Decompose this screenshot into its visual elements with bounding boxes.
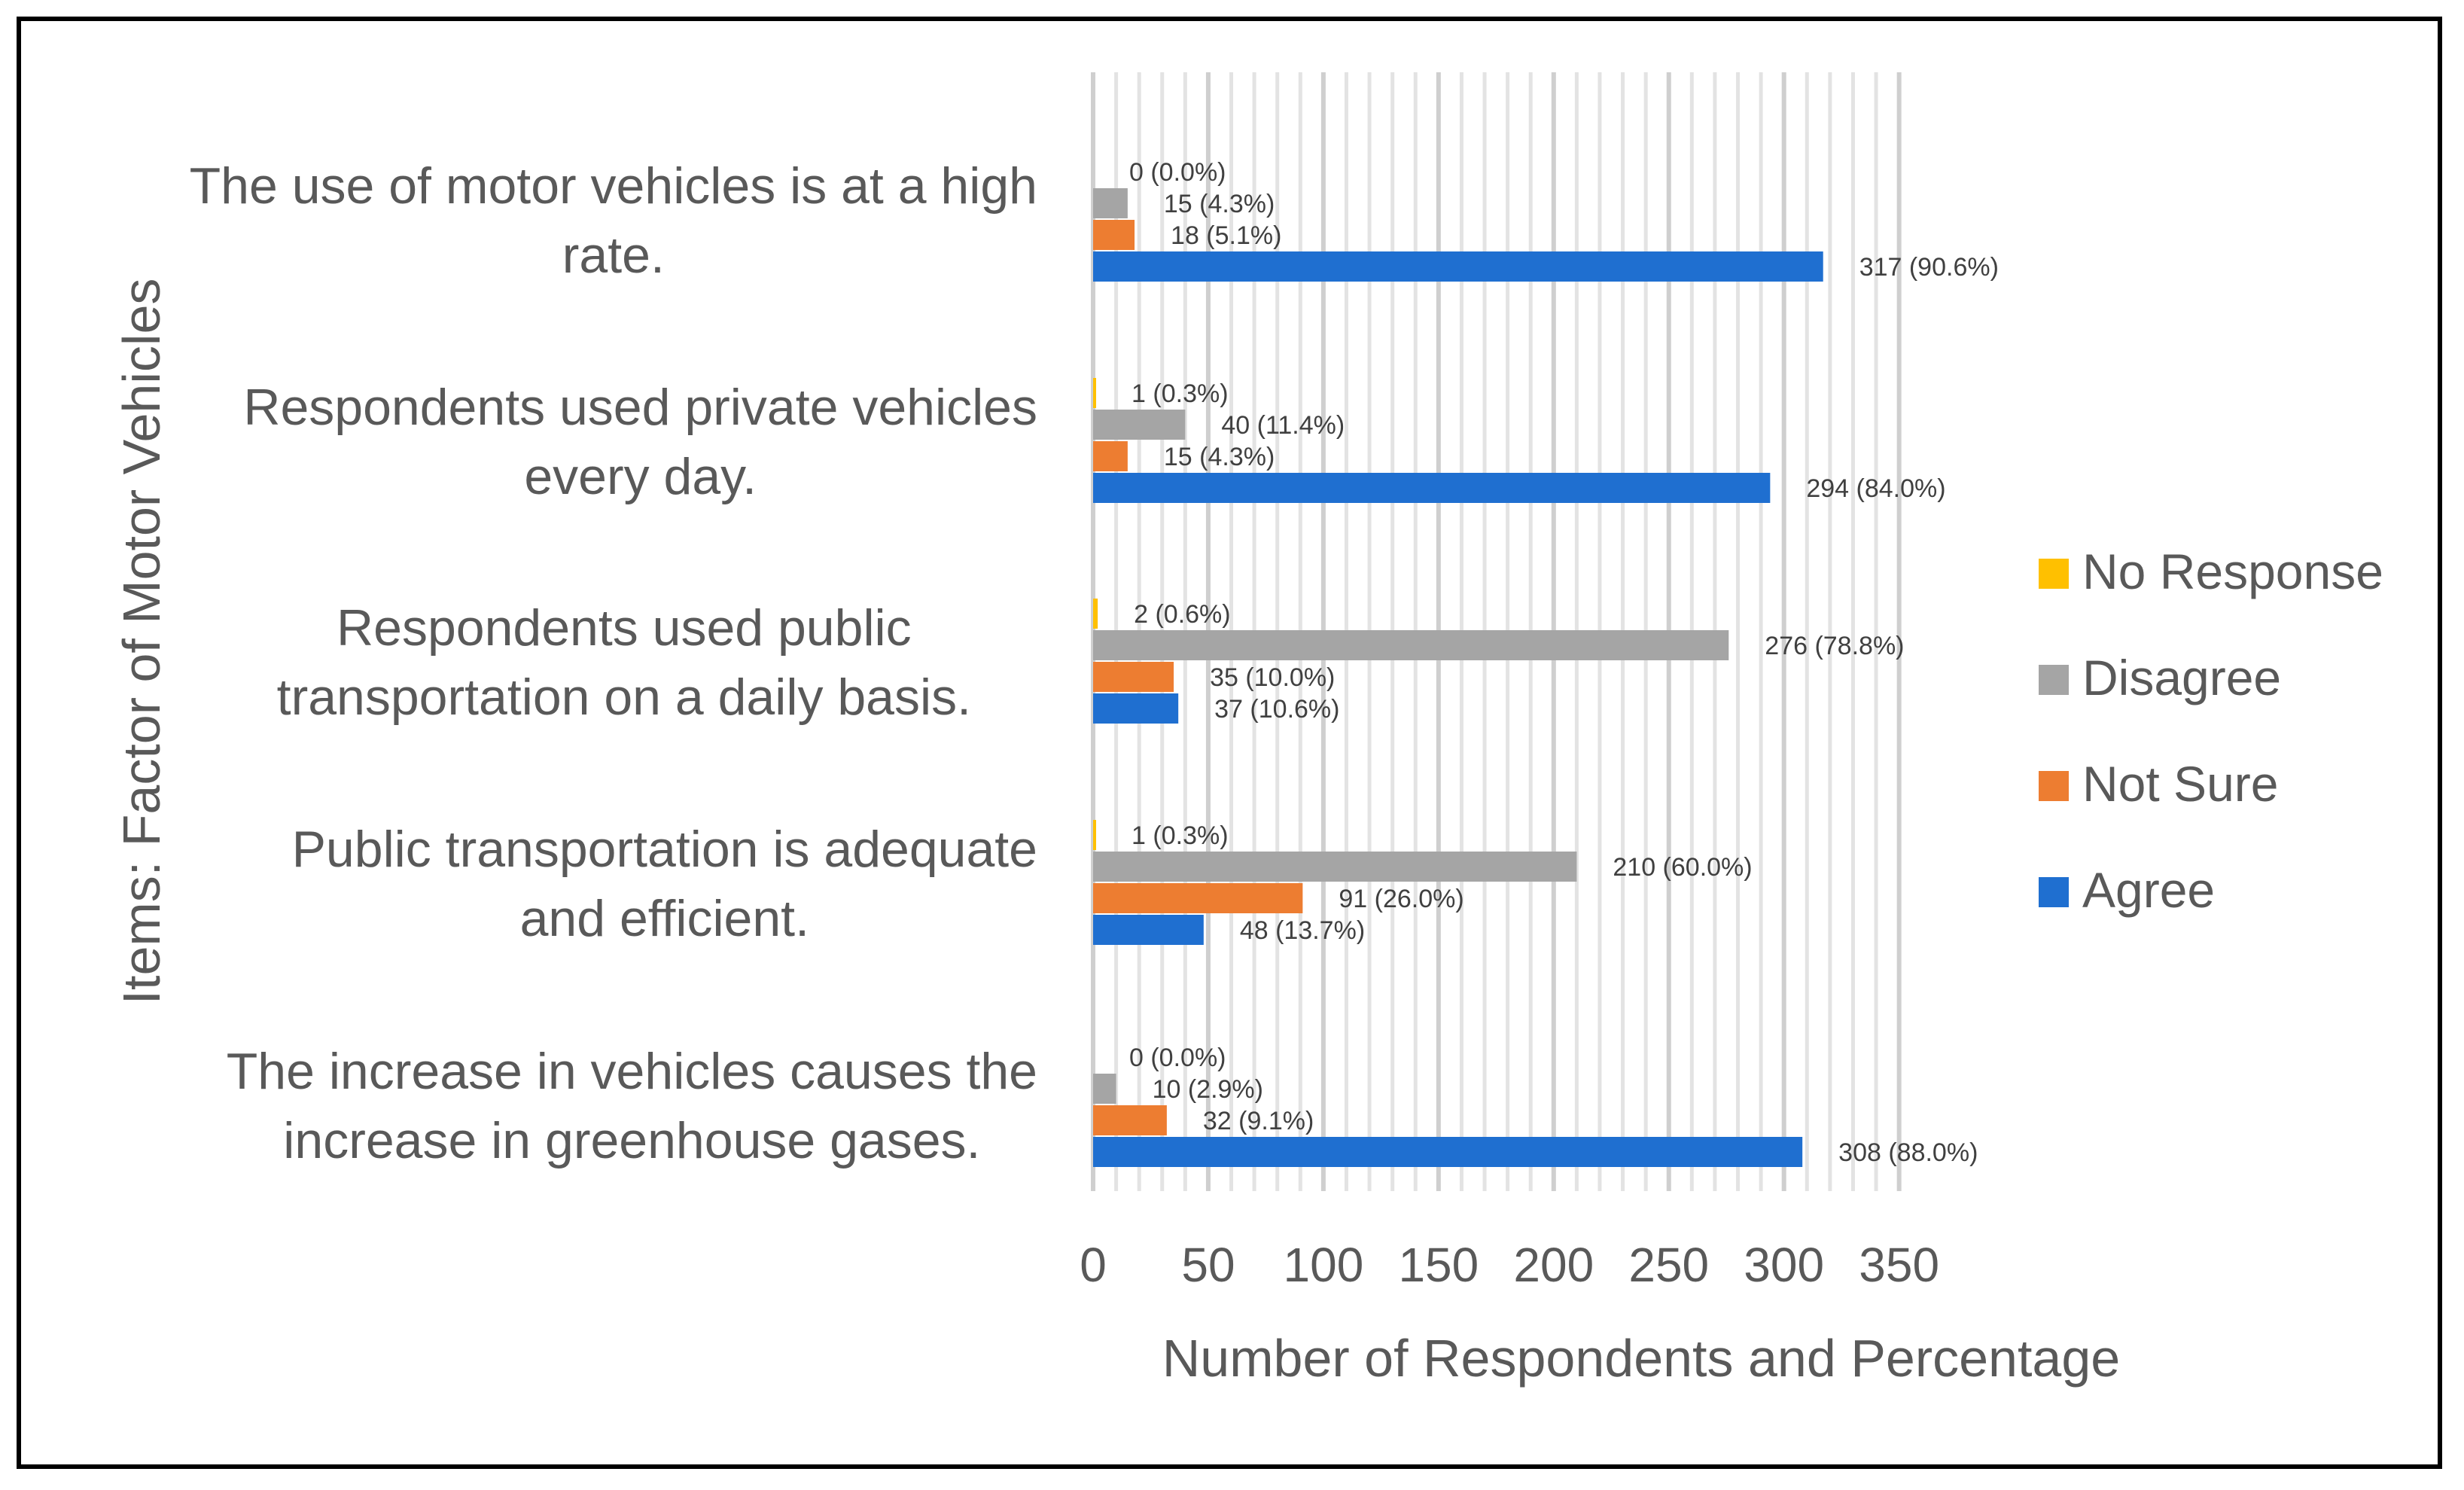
- bar-not-sure-4: [1093, 883, 1303, 913]
- legend-label-disagree: Disagree: [2082, 650, 2281, 705]
- category-label-line: The increase in vehicles causes the: [227, 1043, 1037, 1100]
- data-label: 1 (0.3%): [1131, 379, 1229, 408]
- legend-swatch-agree: [2039, 877, 2069, 907]
- data-label: 15 (4.3%): [1164, 443, 1275, 471]
- category-label-4: Public transportation is adequate and eff…: [292, 821, 1037, 947]
- bar-not-sure-5: [1093, 1105, 1167, 1135]
- category-label-3: Respondents used public transportation on…: [277, 599, 971, 726]
- legend-label-not-sure: Not Sure: [2082, 756, 2278, 812]
- x-tick-label: 200: [1513, 1238, 1594, 1292]
- bar-not-sure-3: [1093, 662, 1174, 692]
- legend-swatch-disagree: [2039, 665, 2069, 695]
- x-tick-label: 150: [1398, 1238, 1479, 1292]
- bar-agree-2: [1093, 473, 1771, 503]
- bar-not-sure-1: [1093, 220, 1135, 250]
- bar-not-sure-2: [1093, 441, 1128, 471]
- data-label: 48 (13.7%): [1240, 916, 1365, 945]
- data-label: 0 (0.0%): [1129, 158, 1226, 187]
- x-tick-label: 100: [1284, 1238, 1364, 1292]
- data-label: 40 (11.4%): [1221, 411, 1345, 440]
- data-label: 294 (84.0%): [1806, 474, 1945, 503]
- category-label-line: rate.: [562, 227, 665, 284]
- data-label: 317 (90.6%): [1859, 253, 1999, 282]
- category-label-5: The increase in vehicles causes the incre…: [227, 1043, 1037, 1169]
- x-axis-title: Number of Respondents and Percentage: [1162, 1329, 2120, 1388]
- bars: [1093, 188, 1823, 1167]
- bar-agree-3: [1093, 693, 1179, 724]
- category-label-line: Respondents used public: [337, 599, 912, 657]
- category-label-line: The use of motor vehicles is at a high: [190, 157, 1037, 215]
- bar-disagree-1: [1093, 188, 1128, 218]
- category-label-line: increase in greenhouse gases.: [283, 1112, 980, 1169]
- category-labels: The use of motor vehicles is at a high ra…: [190, 157, 1037, 1169]
- bar-disagree-3: [1093, 630, 1729, 660]
- bar-agree-1: [1093, 251, 1823, 282]
- data-label: 35 (10.0%): [1210, 663, 1335, 692]
- x-tick-labels: 0 50 100 150 200 250 300 350: [1080, 1238, 1939, 1292]
- bar-no-response-2: [1093, 378, 1096, 408]
- legend-label-agree: Agree: [2082, 862, 2215, 918]
- bar-no-response-3: [1093, 599, 1098, 629]
- y-axis-title: Items: Factor of Motor Vehicles: [112, 279, 171, 1005]
- bar-disagree-2: [1093, 410, 1186, 440]
- legend: No Response Disagree Not Sure Agree: [2039, 544, 2383, 918]
- x-tick-label: 300: [1744, 1238, 1824, 1292]
- data-label: 32 (9.1%): [1203, 1107, 1314, 1135]
- data-labels: 0 (0.0%) 15 (4.3%) 18 (5.1%) 317 (90.6%) 1 (…: [1129, 158, 1999, 1167]
- data-label: 10 (2.9%): [1153, 1075, 1263, 1104]
- bar-disagree-4: [1093, 852, 1577, 882]
- data-label: 15 (4.3%): [1164, 190, 1275, 218]
- data-label: 1 (0.3%): [1131, 821, 1229, 850]
- x-tick-label: 350: [1859, 1238, 1939, 1292]
- bar-agree-5: [1093, 1137, 1803, 1167]
- category-label-line: Respondents used private vehicles: [243, 379, 1037, 436]
- data-label: 276 (78.8%): [1765, 632, 1904, 660]
- bar-agree-4: [1093, 915, 1204, 945]
- bar-no-response-4: [1093, 820, 1096, 850]
- category-label-line: and efficient.: [520, 890, 809, 947]
- data-label: 18 (5.1%): [1171, 221, 1281, 250]
- category-label-2: Respondents used private vehicles every d…: [243, 379, 1037, 505]
- x-tick-label: 50: [1181, 1238, 1235, 1292]
- legend-swatch-not-sure: [2039, 771, 2069, 801]
- data-label: 91 (26.0%): [1339, 885, 1463, 913]
- data-label: 308 (88.0%): [1838, 1138, 1978, 1167]
- data-label: 210 (60.0%): [1613, 853, 1752, 882]
- bar-disagree-5: [1093, 1074, 1116, 1104]
- category-label-1: The use of motor vehicles is at a high ra…: [190, 157, 1037, 284]
- category-label-line: Public transportation is adequate: [292, 821, 1037, 878]
- data-label: 37 (10.6%): [1214, 695, 1339, 724]
- legend-swatch-no-response: [2039, 559, 2069, 589]
- category-label-line: every day.: [524, 448, 757, 505]
- legend-label-no-response: No Response: [2082, 544, 2383, 599]
- x-tick-label: 0: [1080, 1238, 1107, 1292]
- category-label-line: transportation on a daily basis.: [277, 669, 971, 726]
- data-label: 0 (0.0%): [1129, 1044, 1226, 1072]
- x-tick-label: 250: [1628, 1238, 1709, 1292]
- data-label: 2 (0.6%): [1134, 600, 1231, 629]
